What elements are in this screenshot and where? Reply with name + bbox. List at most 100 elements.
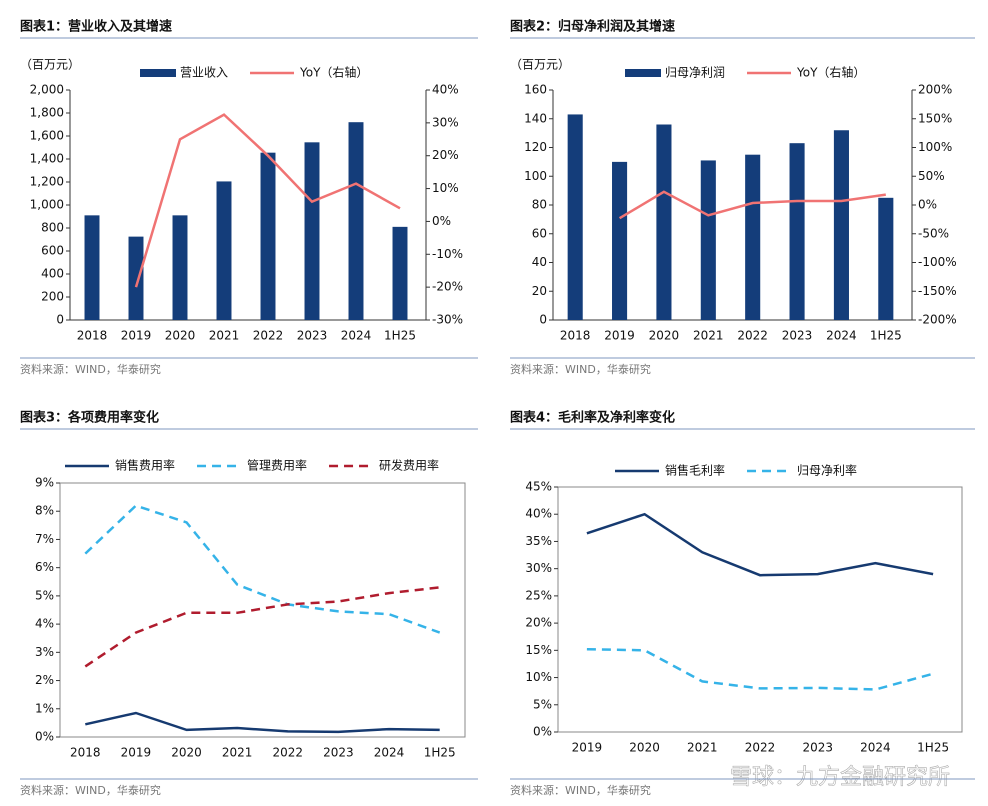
legend-label: 归母净利润 [665, 66, 725, 80]
line-series [134, 113, 401, 288]
y-tick-label: 0% [533, 725, 552, 739]
y-tick-label: 7% [35, 532, 54, 546]
y2-tick-label: 0% [432, 214, 451, 228]
unit-label: （百万元） [20, 58, 80, 72]
x-tick-label: 2023 [323, 746, 354, 760]
x-tick-label: 1H25 [424, 746, 456, 760]
x-tick-label: 2018 [70, 746, 101, 760]
y2-tick-label: 50% [918, 169, 945, 183]
y-tick-label: 3% [35, 645, 54, 659]
y-tick-label: 800 [41, 221, 64, 235]
legend-label: 销售毛利率 [665, 463, 725, 478]
y-tick-label: 600 [41, 244, 64, 258]
y2-tick-label: -20% [432, 280, 463, 294]
y-tick-label: 10% [525, 670, 552, 684]
y-tick-label: 9% [35, 476, 54, 490]
chart-title: 图表1：营业收入及其增速 [20, 19, 172, 35]
x-tick-label: 2021 [687, 741, 718, 755]
x-tick-label: 2020 [171, 746, 202, 760]
bar [567, 114, 583, 320]
bar [216, 181, 232, 320]
y-tick-label: 20 [532, 284, 547, 298]
y2-tick-label: 0% [918, 198, 937, 212]
line-series [586, 647, 934, 691]
x-tick-label: 1H25 [917, 741, 949, 755]
legend-label: 研发费用率 [379, 458, 439, 473]
y-tick-label: 0% [35, 730, 54, 744]
y-tick-label: 25% [525, 588, 552, 602]
y2-tick-label: -150% [918, 284, 957, 298]
chart-title: 图表2：归母净利润及其增速 [510, 19, 675, 35]
x-tick-label: 2019 [121, 746, 152, 760]
bar [789, 143, 805, 320]
x-tick-label: 2018 [77, 329, 108, 343]
chart-title: 图表4：毛利率及净利率变化 [510, 410, 675, 426]
y-tick-label: 60 [532, 226, 547, 240]
bar [84, 215, 100, 320]
source: 资料来源：WIND，华泰研究 [510, 783, 651, 797]
y-tick-label: 15% [525, 643, 552, 657]
y-tick-label: 45% [525, 480, 552, 494]
y-tick-label: 6% [35, 560, 54, 574]
y-tick-label: 5% [35, 588, 54, 602]
y-tick-label: 100 [524, 169, 547, 183]
y-tick-label: 140 [524, 111, 547, 125]
x-tick-label: 2024 [826, 329, 857, 343]
bar [745, 154, 761, 320]
y-tick-label: 4% [35, 617, 54, 631]
y2-tick-label: -10% [432, 247, 463, 261]
unit-label: （百万元） [510, 58, 570, 72]
x-tick-label: 2024 [374, 746, 405, 760]
bar [700, 160, 716, 320]
line-series [84, 504, 441, 634]
y2-tick-label: 200% [918, 83, 952, 97]
bar [172, 215, 188, 320]
y-tick-label: 1,200 [30, 175, 64, 189]
y-tick-label: 1,800 [30, 106, 64, 120]
x-tick-label: 2022 [253, 329, 284, 343]
y-tick-label: 35% [525, 534, 552, 548]
y2-tick-label: -50% [918, 226, 949, 240]
y-tick-label: 5% [533, 697, 552, 711]
x-tick-label: 2024 [860, 741, 891, 755]
x-tick-label: 2021 [222, 746, 253, 760]
plot-frame [557, 486, 963, 733]
y-tick-label: 20% [525, 616, 552, 630]
bar [128, 236, 144, 320]
x-tick-label: 1H25 [384, 329, 416, 343]
y-tick-label: 400 [41, 267, 64, 281]
x-tick-label: 2023 [802, 741, 833, 755]
plot-frame [59, 482, 466, 738]
y-tick-label: 30% [525, 561, 552, 575]
legend-swatch [625, 69, 661, 77]
x-tick-label: 2022 [737, 329, 768, 343]
x-tick-label: 2021 [209, 329, 240, 343]
x-tick-label: 2022 [273, 746, 304, 760]
y2-tick-label: 40% [432, 83, 459, 97]
y-tick-label: 1,000 [30, 198, 64, 212]
y-tick-label: 2% [35, 673, 54, 687]
y-tick-label: 8% [35, 504, 54, 518]
legend-label: 管理费用率 [247, 458, 307, 473]
legend-label: 销售费用率 [115, 458, 175, 473]
y-tick-label: 40% [525, 507, 552, 521]
y-tick-label: 0 [539, 313, 547, 327]
y-tick-label: 2,000 [30, 83, 64, 97]
x-tick-label: 2019 [121, 329, 152, 343]
bar [878, 197, 894, 320]
y-tick-label: 1,400 [30, 152, 64, 166]
watermark: 雪球：九方金融研究所 [730, 765, 950, 790]
y-tick-label: 160 [524, 83, 547, 97]
legend-label: 营业收入 [180, 66, 228, 80]
x-tick-label: 1H25 [870, 329, 902, 343]
y-tick-label: 0 [56, 313, 64, 327]
y2-tick-label: 10% [432, 181, 459, 195]
y-tick-label: 1,600 [30, 129, 64, 143]
x-tick-label: 2020 [165, 329, 196, 343]
y2-tick-label: 150% [918, 111, 952, 125]
bar [260, 152, 276, 320]
line-series [586, 512, 934, 577]
source: 资料来源：WIND，华泰研究 [510, 362, 651, 376]
legend-label: YoY（右轴） [796, 65, 865, 80]
